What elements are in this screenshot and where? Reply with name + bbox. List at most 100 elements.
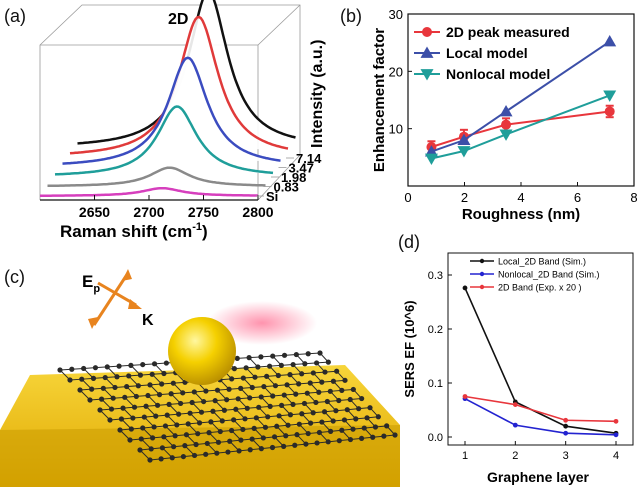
y-tick-label-b: 10 (389, 122, 403, 137)
lattice-atom (294, 432, 300, 438)
lattice-atom (158, 456, 164, 462)
lattice-atom (275, 372, 281, 379)
lattice-atom (154, 402, 161, 408)
lattice-atom (310, 410, 316, 416)
lattice-atom (148, 446, 154, 452)
lattice-atom (307, 380, 313, 386)
legend-label-d: 2D Band (Exp. x 20 ) (498, 283, 582, 293)
lattice-atom (313, 360, 320, 366)
lattice-atom (214, 450, 220, 456)
lattice-atom (138, 436, 144, 442)
polarization-arrows (88, 269, 142, 329)
panel-label-a: (a) (4, 6, 26, 26)
x-tick-label-d: 4 (613, 450, 619, 462)
lattice-atom (269, 444, 276, 451)
lattice-atom (187, 410, 193, 416)
lattice-atom (284, 382, 290, 388)
lattice-atom (128, 362, 134, 368)
y-tick-label-d: 0.3 (428, 270, 443, 282)
z-axis-label-a: Intensity (a.u.) (309, 40, 326, 148)
lattice-atom (281, 443, 287, 449)
lattice-atom (339, 387, 345, 393)
lattice-atom (267, 363, 273, 369)
data-point-d (512, 402, 518, 407)
x-axis-a: 2650 2700 2750 2800 (40, 195, 274, 220)
lattice-atom (149, 435, 156, 441)
raman-waterfall-chart: 2650 2700 2750 2800 Raman shift (cm-1) Inte… (39, 0, 326, 241)
lattice-atom (203, 451, 209, 457)
lattice-atom (128, 426, 134, 432)
lattice-atom (151, 424, 157, 430)
data-point-d (563, 423, 569, 429)
panel-label-d: (d) (398, 232, 420, 252)
lattice-atom (324, 398, 330, 405)
lattice-atom (226, 386, 232, 392)
lattice-atom (240, 426, 246, 433)
panel-label-c: (c) (4, 267, 25, 287)
x-tick-label-d: 1 (462, 450, 468, 462)
lattice-atom (247, 447, 253, 453)
x-tick-label-a: 2800 (242, 204, 273, 220)
series-label-a: 1.98 (281, 170, 306, 185)
lattice-atom (108, 406, 115, 412)
lattice-atom (137, 447, 143, 453)
lattice-atom (233, 406, 239, 412)
lattice-atom (87, 397, 93, 403)
lattice-atom (293, 391, 299, 397)
lattice-atom (229, 376, 235, 382)
lattice-atom (69, 366, 75, 372)
lattice-atom (231, 366, 237, 372)
lattice-atom (57, 367, 63, 373)
y-tick-label-b: 20 (389, 64, 403, 79)
lattice-atom (195, 431, 201, 437)
gold-substrate (0, 365, 400, 487)
lattice-atom (171, 444, 177, 450)
lattice-atom (310, 370, 316, 376)
lattice-atom (271, 434, 278, 440)
legend-label-b: Nonlocal model (446, 66, 550, 82)
lattice-atom (151, 361, 158, 367)
lattice-atom (251, 425, 257, 431)
laser-spot (207, 301, 317, 345)
lattice-atom (104, 364, 110, 370)
lattice-atom (342, 377, 348, 383)
series-label-a: 0.83 (274, 180, 299, 195)
lattice-atom (98, 396, 105, 402)
lattice-atom (140, 361, 146, 368)
lattice-atom (163, 360, 169, 366)
lattice-atom (305, 351, 311, 357)
lattice-atom (234, 355, 240, 362)
lattice-atom (244, 405, 250, 411)
lattice-atom (176, 411, 182, 417)
plot-frame-d (447, 252, 634, 446)
lattice-atom (328, 428, 334, 434)
lattice-atom (283, 433, 289, 439)
x-tick-label-d: 2 (512, 450, 518, 462)
lattice-atom (301, 400, 308, 407)
lattice-atom (330, 378, 337, 384)
lattice-atom (274, 423, 280, 429)
data-point-b (604, 106, 615, 117)
lattice-atom (162, 423, 169, 429)
lattice-atom (178, 400, 184, 407)
data-point-d (613, 418, 619, 424)
lattice-atom (253, 415, 259, 421)
lattice-atom (112, 384, 118, 391)
lattice-atom (143, 403, 149, 409)
x-tick-label-a: 2700 (133, 204, 164, 220)
lattice-atom (350, 386, 356, 393)
lattice-atom (67, 377, 73, 383)
lattice-atom (358, 435, 365, 442)
lattice-atom (322, 369, 328, 375)
y-tick-label-d: 0.0 (428, 432, 443, 444)
sers-illustration: Ep K (0, 269, 400, 487)
lattice-atom (347, 436, 354, 443)
lattice-atom (336, 438, 342, 444)
legend-label-d: Nonlocal_2D Band (Sim.) (498, 270, 600, 280)
lattice-atom (333, 408, 339, 414)
legend-marker-b (420, 69, 434, 81)
lattice-atom (356, 406, 362, 412)
lattice-atom (256, 404, 262, 410)
lattice-atom (189, 399, 195, 406)
lattice-atom (299, 371, 305, 377)
